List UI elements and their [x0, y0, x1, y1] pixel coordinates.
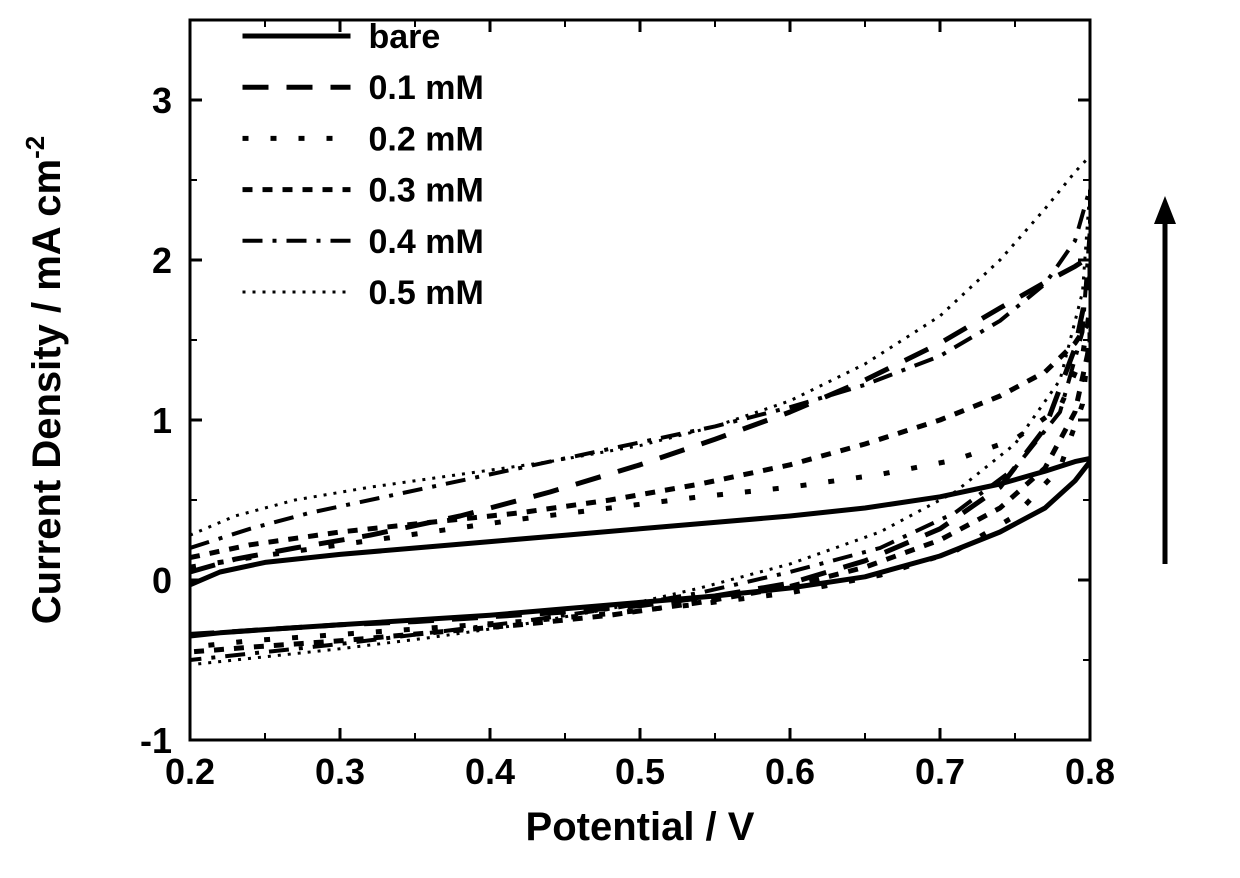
x-tick-label: 0.8: [1065, 751, 1115, 792]
y-tick-label: 1: [152, 400, 172, 441]
y-tick-label: -1: [140, 720, 172, 761]
legend-label: 0.2 mM: [369, 120, 484, 158]
x-tick-label: 0.7: [915, 751, 965, 792]
x-tick-label: 0.6: [765, 751, 815, 792]
legend-label: 0.5 mM: [369, 274, 484, 312]
x-tick-label: 0.4: [465, 751, 515, 792]
legend-label: 0.3 mM: [369, 172, 484, 210]
x-tick-label: 0.2: [165, 751, 215, 792]
y-tick-label: 2: [152, 240, 172, 281]
x-tick-label: 0.5: [615, 751, 665, 792]
y-tick-label: 3: [152, 80, 172, 121]
x-axis-label: Potential / V: [526, 805, 755, 849]
x-tick-label: 0.3: [315, 751, 365, 792]
chart-bg: [0, 0, 1240, 878]
legend-label: 0.1 mM: [369, 69, 484, 107]
y-tick-label: 0: [152, 560, 172, 601]
cv-chart: 0.2 0.3 0.4 0.5 0.6 0.7 0.8 -1 0 1 2 3 Potential / V…: [0, 0, 1240, 878]
y-axis-label: Current Density / mA cm-2: [20, 136, 69, 624]
legend-label: 0.4 mM: [369, 223, 484, 261]
legend-label: bare: [369, 18, 441, 56]
chart-svg: 0.2 0.3 0.4 0.5 0.6 0.7 0.8 -1 0 1 2 3 Potential / V…: [0, 0, 1240, 878]
